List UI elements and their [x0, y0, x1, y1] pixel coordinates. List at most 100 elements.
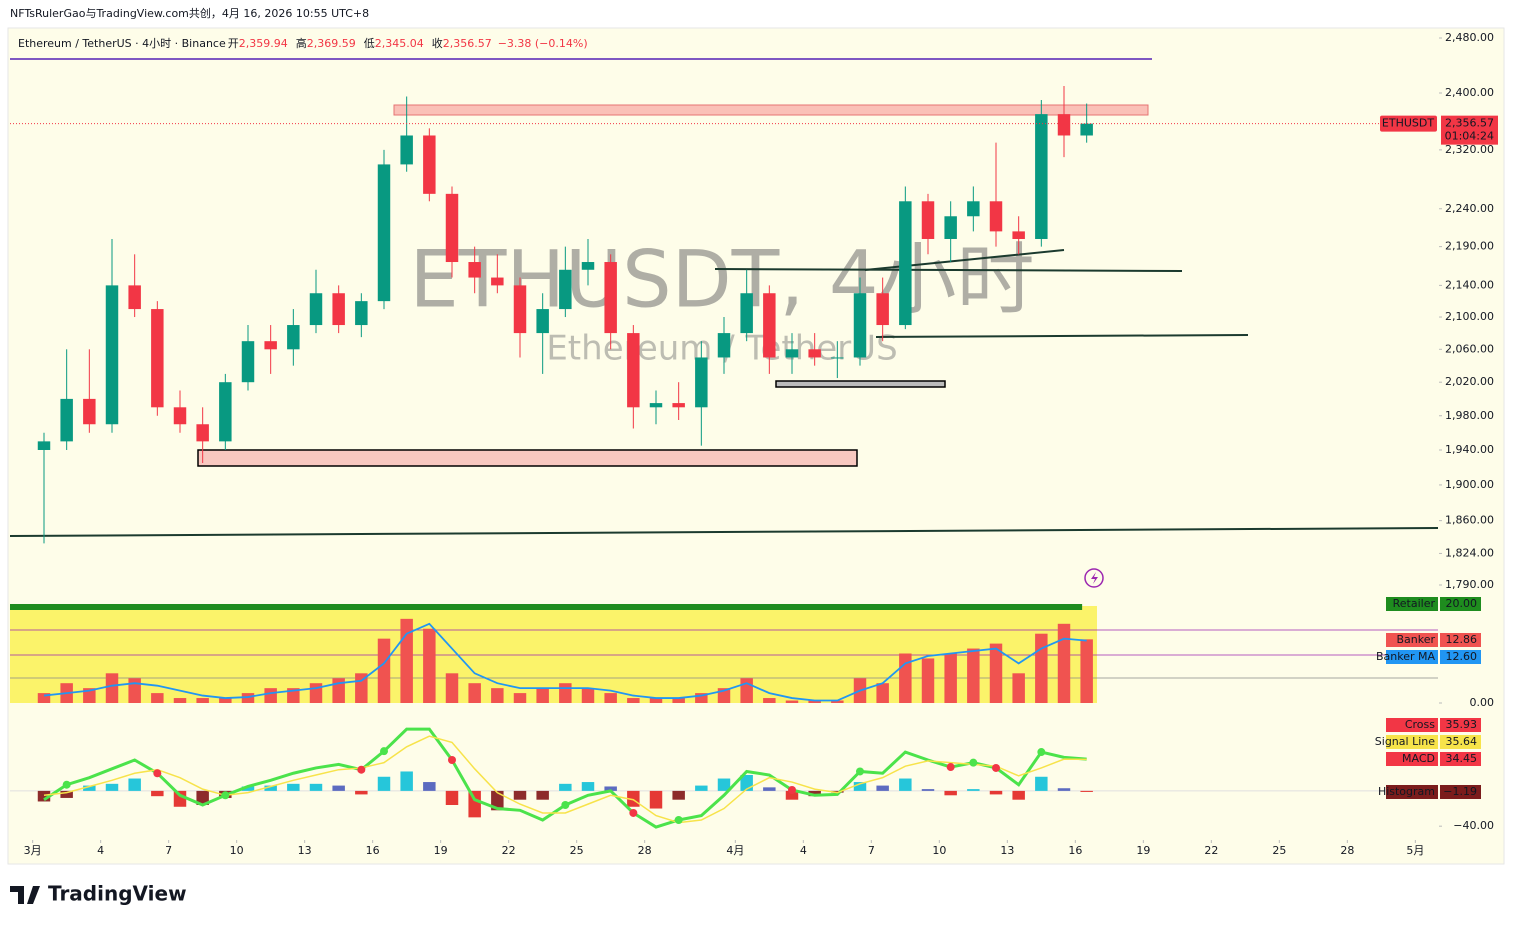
y-tick-label: 2,140.00 [1445, 278, 1494, 291]
cross-dot [561, 801, 570, 809]
histogram-bar [921, 789, 935, 791]
histogram-bar [491, 790, 504, 811]
histogram-bar [423, 782, 436, 791]
indicator-bar [763, 698, 776, 703]
candle-body [241, 341, 255, 383]
label-name: Banker MA [1376, 650, 1436, 663]
label-name: Retailer [1393, 597, 1436, 610]
indicator-bar [309, 683, 323, 703]
drawing-zone [197, 449, 858, 467]
histogram-bar [332, 785, 345, 791]
indicator-bar [944, 653, 957, 703]
label-value: 12.86 [1446, 633, 1478, 646]
legend-change: −3.38 (−0.14%) [497, 37, 588, 50]
label-box [1440, 785, 1481, 799]
price-box [1441, 115, 1498, 145]
indicator-bar [264, 688, 277, 703]
indicator-line [43, 622, 1087, 702]
indicator-bar [1080, 639, 1093, 703]
legend-field-name: 低 [363, 37, 375, 50]
histogram-bar [513, 790, 527, 800]
histogram-bar [309, 783, 323, 791]
y-tick-label: 1,980.00 [1445, 409, 1494, 422]
cross-dot [1037, 748, 1046, 757]
indicator-bar [785, 700, 799, 703]
label-box [1440, 735, 1481, 749]
candle-body [491, 277, 504, 286]
drawing-zone [393, 104, 1149, 116]
x-tick-label: 19 [434, 844, 448, 857]
indicator-bar [989, 643, 1003, 703]
y-tick-label: 1,824.00 [1445, 546, 1494, 559]
label-box [1440, 597, 1481, 611]
price-label: 2,356.57 [1445, 117, 1494, 130]
indicator-bar [536, 688, 549, 703]
x-tick-label: 28 [1340, 844, 1354, 857]
histogram-bar [581, 782, 595, 791]
cross-dot [448, 756, 456, 764]
histogram-bar [128, 778, 141, 791]
label-box [1386, 752, 1438, 766]
alert-icon[interactable] [1084, 568, 1104, 588]
legend-field-value: 2,369.59 [306, 37, 356, 50]
y-tick-label: 2,190.00 [1445, 240, 1494, 253]
y-tick-label: 2,060.00 [1445, 342, 1494, 355]
label-value: 35.64 [1446, 735, 1478, 748]
histogram-bar [468, 790, 481, 818]
candle-body [536, 309, 549, 334]
y-tick-label: 1,860.00 [1445, 514, 1494, 527]
x-tick-label: 13 [298, 844, 312, 857]
x-tick-label: 13 [1000, 844, 1014, 857]
candle-body [604, 262, 617, 334]
drawing-line [714, 268, 1183, 272]
y-tick-label: 2,100.00 [1445, 310, 1494, 323]
histogram-bar [1035, 776, 1048, 791]
label-name: Histogram [1378, 785, 1435, 798]
candle-body [921, 201, 935, 239]
label-box [1386, 735, 1438, 749]
histogram-bar [264, 785, 277, 791]
candle-body [627, 333, 640, 408]
y-tick-label: 2,020.00 [1445, 375, 1494, 388]
y-tick-label: 1,940.00 [1445, 443, 1494, 456]
candle-body [763, 293, 776, 358]
legend-field-value: 2,356.57 [442, 37, 492, 50]
alert-icon-bolt [1091, 572, 1098, 584]
legend-field-name: 收 [431, 37, 443, 50]
label-name: Signal Line [1375, 735, 1435, 748]
candle-body [309, 293, 323, 326]
cross-dot [674, 816, 683, 824]
candle-body [1035, 114, 1048, 239]
histogram-bar [400, 771, 413, 791]
histogram-bar [831, 790, 844, 793]
candle-body [423, 135, 436, 194]
x-tick-label: 3月 [24, 844, 42, 857]
histogram-bar [83, 785, 96, 791]
candle-body [445, 193, 459, 263]
histogram-bar [377, 776, 391, 791]
indicator-bar [1057, 623, 1071, 703]
label-box [1386, 650, 1438, 664]
histogram-bar [989, 790, 1003, 795]
label-name: Banker [1396, 633, 1435, 646]
candle-body [695, 357, 708, 408]
indicator-bar [377, 638, 391, 703]
histogram-bar [763, 787, 776, 791]
histogram-bar [241, 786, 255, 791]
x-tick-label: 16 [366, 844, 380, 857]
logo-icon [10, 886, 40, 904]
candle-body [672, 403, 685, 408]
x-tick-label: 10 [932, 844, 946, 857]
candle-body [967, 201, 980, 217]
x-tick-label: 5月 [1406, 844, 1424, 857]
label-value: 20.00 [1446, 597, 1478, 610]
candle-body [37, 441, 51, 450]
indicator-bar [491, 688, 504, 703]
attribution: NFTsRulerGao与TradingView.com共创，4月 16, 20… [10, 7, 369, 20]
indicator-bar [128, 678, 141, 703]
indicator-bar [604, 693, 617, 703]
candle-body [264, 341, 277, 350]
indicator-bar [559, 683, 572, 703]
indicator-bar [876, 683, 889, 703]
